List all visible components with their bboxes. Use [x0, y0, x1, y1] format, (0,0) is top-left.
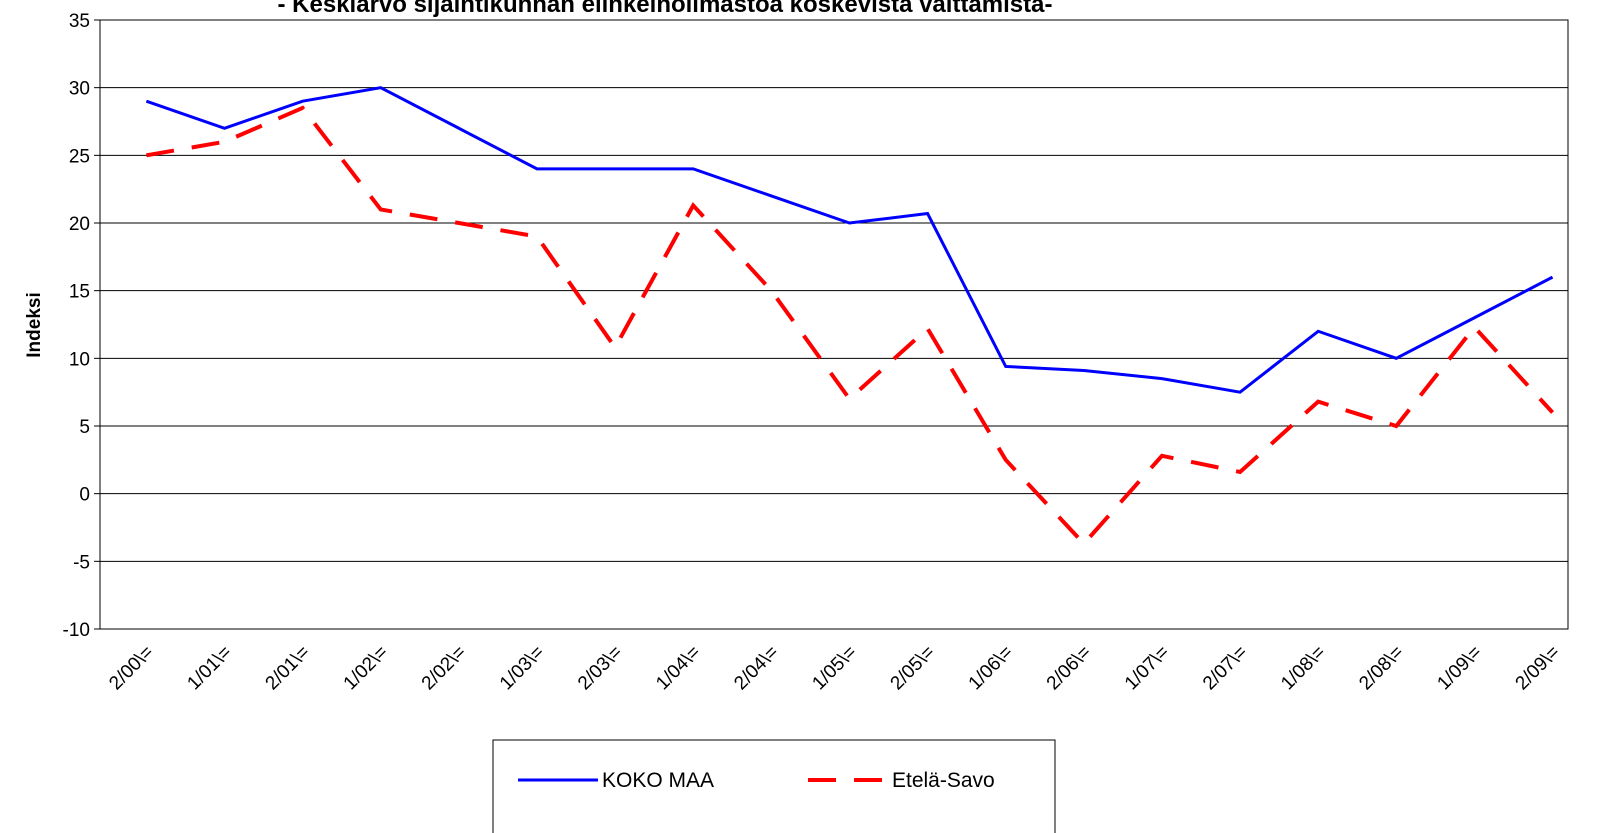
x-tick-label: 2/04\= — [730, 642, 783, 695]
x-tick-label: 2/03\= — [574, 642, 627, 695]
y-axis-label: Indeksi — [24, 292, 45, 357]
x-tick-label: 2/01\= — [262, 642, 315, 695]
x-tick-label: 1/01\= — [183, 642, 236, 695]
y-tick-label: 25 — [69, 146, 90, 167]
y-tick-label: 15 — [69, 282, 90, 303]
x-tick-label: 2/06\= — [1043, 642, 1096, 695]
y-tick-label: 35 — [69, 11, 90, 32]
x-tick-label: 2/00\= — [105, 642, 158, 695]
y-tick-label: 20 — [69, 214, 90, 235]
y-tick-label: -5 — [73, 552, 90, 573]
y-tick-label: 30 — [69, 79, 90, 100]
x-tick-label: 1/05\= — [808, 642, 861, 695]
y-tick-label: 10 — [69, 349, 90, 370]
legend-label: Etelä-Savo — [892, 769, 995, 792]
x-tick-label: 1/08\= — [1277, 642, 1330, 695]
plot-border — [99, 19, 1569, 630]
chart-title: - Keskiarvo sijaintikunnan elinkeinoilma… — [278, 0, 1053, 18]
x-tick-label: 1/07\= — [1121, 642, 1174, 695]
series-line — [146, 105, 1555, 547]
x-tick-label: 2/08\= — [1355, 642, 1408, 695]
series-line — [145, 86, 1554, 394]
y-tick-label: 0 — [79, 485, 90, 506]
x-tick-label: 1/06\= — [965, 642, 1018, 695]
x-tick-label: 2/05\= — [887, 642, 940, 695]
y-tick-label: -10 — [63, 620, 90, 641]
x-tick-label: 2/09\= — [1512, 642, 1565, 695]
x-tick-label: 2/02\= — [418, 642, 471, 695]
legend-box — [492, 739, 1056, 833]
legend-label: KOKO MAA — [602, 769, 714, 792]
x-tick-label: 1/02\= — [340, 642, 393, 695]
x-tick-label: 1/04\= — [652, 642, 705, 695]
x-tick-label: 1/09\= — [1433, 642, 1486, 695]
x-tick-label: 2/07\= — [1199, 642, 1252, 695]
y-tick-label: 5 — [79, 417, 90, 438]
x-tick-label: 1/03\= — [496, 642, 549, 695]
